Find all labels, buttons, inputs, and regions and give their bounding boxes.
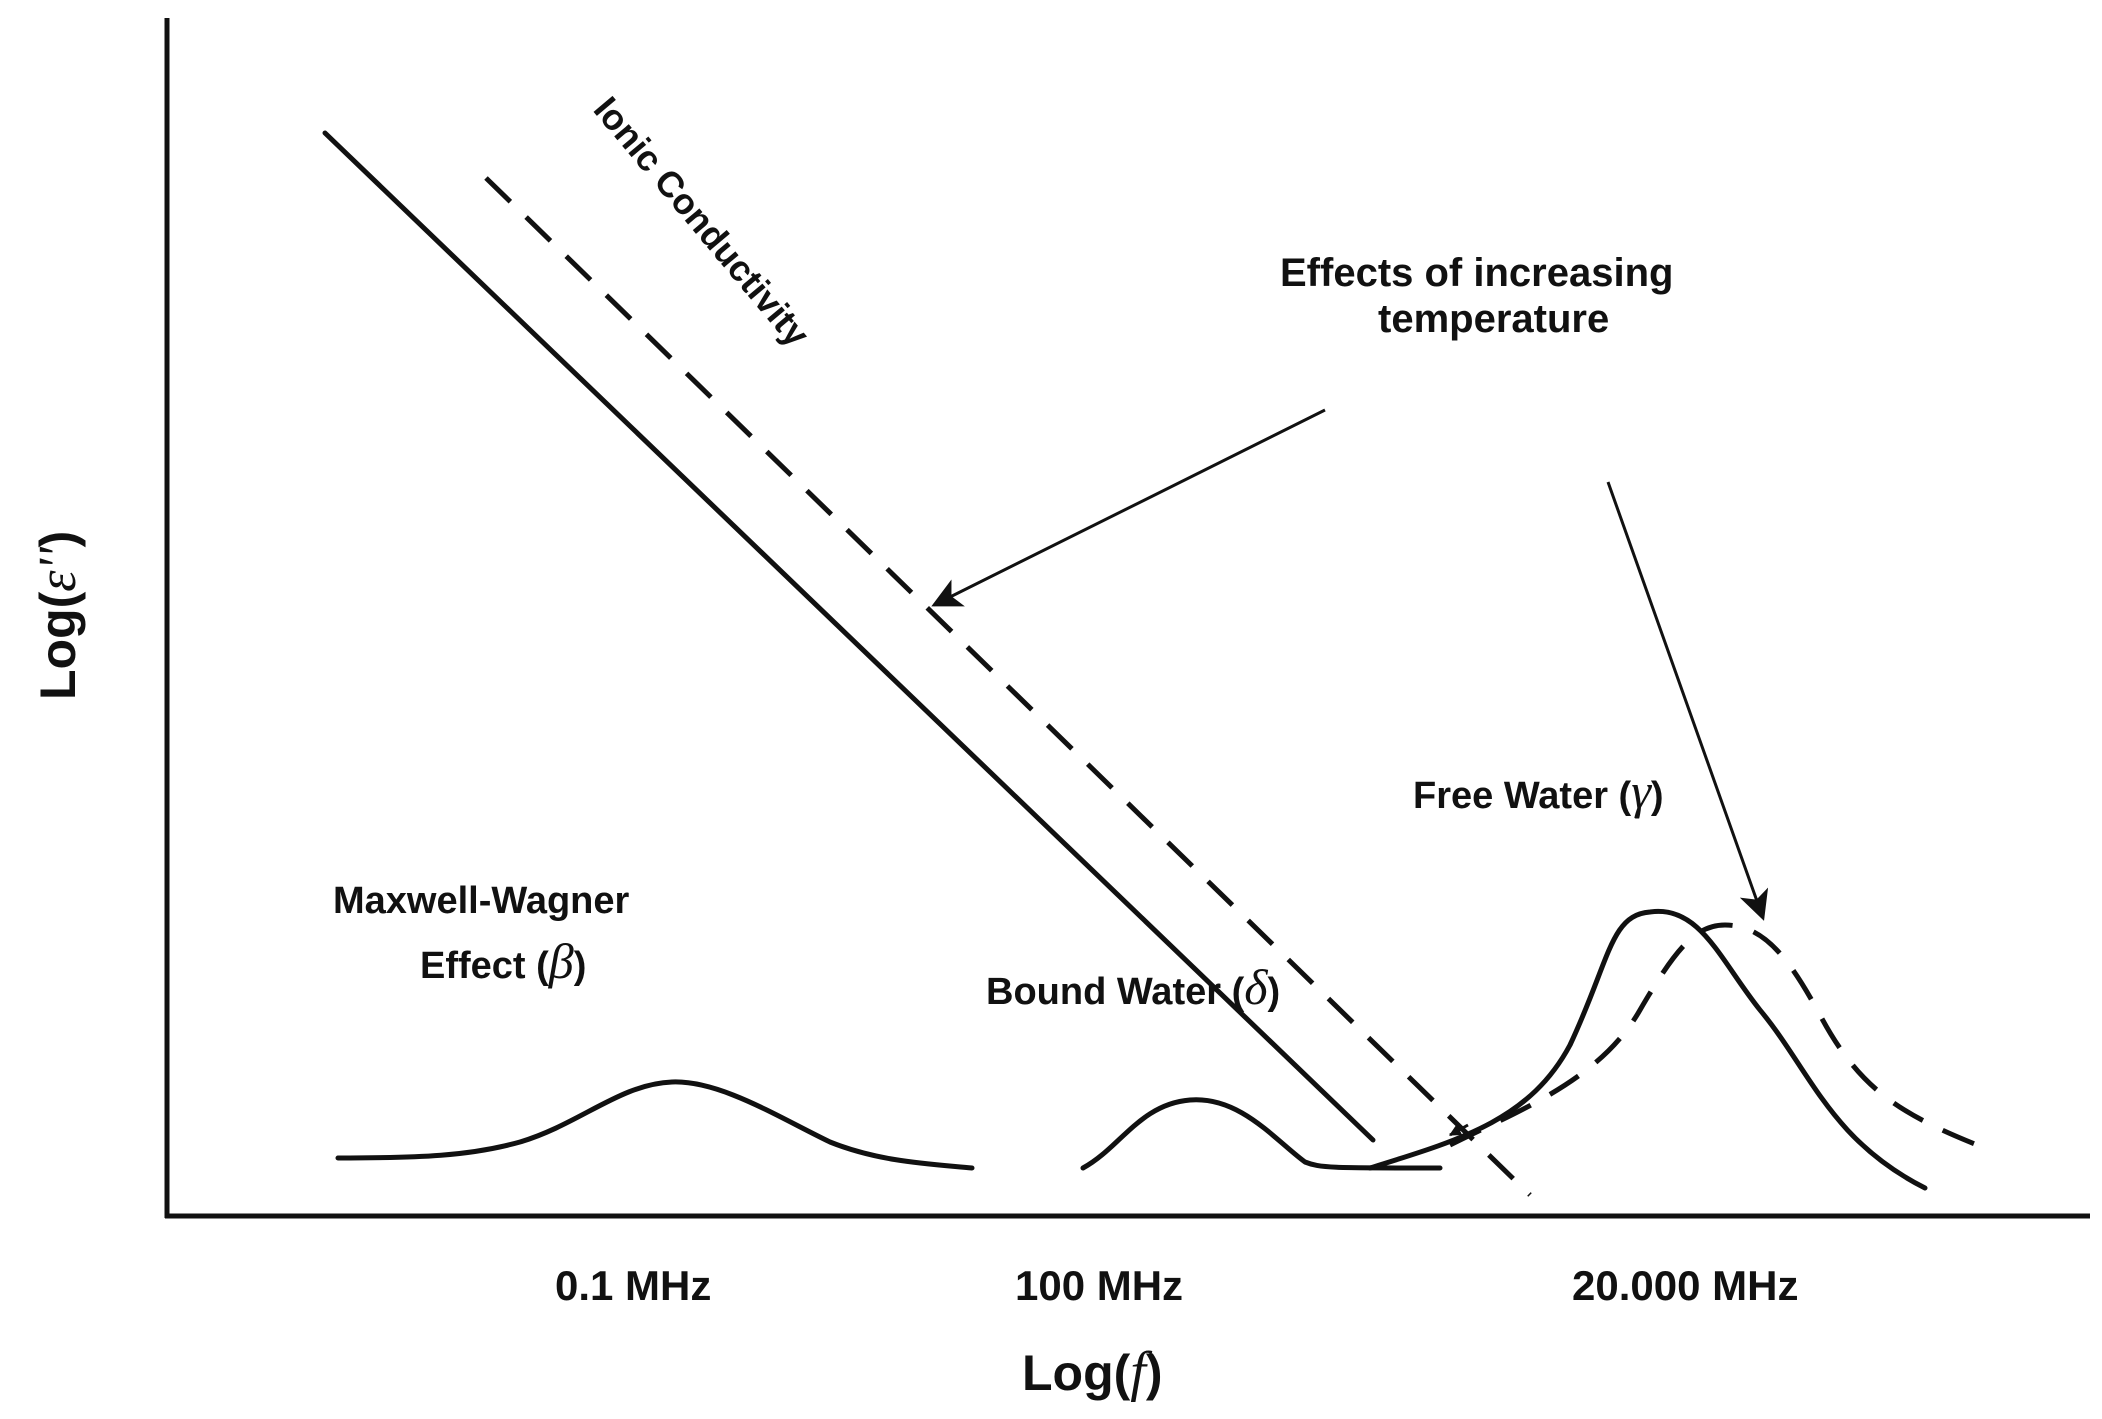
- ionic-conductivity-label: Ionic Conductivity: [586, 89, 818, 354]
- beta-symbol: β: [548, 933, 574, 989]
- tick-label-100mhz: 100 MHz: [1015, 1262, 1183, 1309]
- maxwell-wagner-label-line1: Maxwell-Wagner: [333, 880, 630, 922]
- bound-water-text: Bound Water (: [986, 971, 1245, 1013]
- maxwell-wagner-label-line2: Effect (β): [420, 933, 586, 989]
- gamma-symbol: γ: [1631, 763, 1652, 819]
- effects-label-line1: Effects of increasing: [1280, 251, 1673, 295]
- low-freq-arrow: [1448, 1123, 1469, 1137]
- y-axis-log: Log(: [30, 591, 86, 700]
- ionic-shift-arrow: [931, 408, 1326, 607]
- y-axis-close: ): [30, 531, 86, 548]
- delta-symbol: δ: [1244, 959, 1268, 1015]
- effects-label-line2: temperature: [1378, 297, 1609, 341]
- ionic-conductivity-dashed-line: [484, 176, 1532, 1197]
- y-axis-title: Log(ε''): [27, 531, 87, 700]
- x-axis-close: ): [1146, 1345, 1163, 1401]
- y-axis-symbol: ε'': [27, 546, 87, 592]
- bound-water-label: Bound Water (δ): [986, 959, 1280, 1015]
- ionic-conductivity-line: [322, 130, 1376, 1143]
- bound-water-peak: [1080, 1097, 1443, 1171]
- free-water-label: Free Water (γ): [1413, 763, 1664, 819]
- bound-water-close: ): [1267, 971, 1280, 1013]
- free-water-text: Free Water (: [1413, 775, 1632, 817]
- tick-label-0-1mhz: 0.1 MHz: [555, 1262, 711, 1309]
- tick-label-20000mhz: 20.000 MHz: [1572, 1262, 1798, 1309]
- free-water-shift-arrow: [1606, 481, 1769, 921]
- free-water-peak: [1367, 908, 1928, 1191]
- x-axis-title: Log(f): [1022, 1341, 1163, 1403]
- maxwell-wagner-close: ): [574, 945, 587, 987]
- maxwell-wagner-peak: [335, 1079, 975, 1171]
- free-water-close: ): [1651, 775, 1664, 817]
- maxwell-wagner-effect-text: Effect (: [420, 945, 549, 987]
- free-water-dashed-peak: [1448, 922, 1991, 1153]
- x-axis-log: Log(: [1022, 1345, 1131, 1401]
